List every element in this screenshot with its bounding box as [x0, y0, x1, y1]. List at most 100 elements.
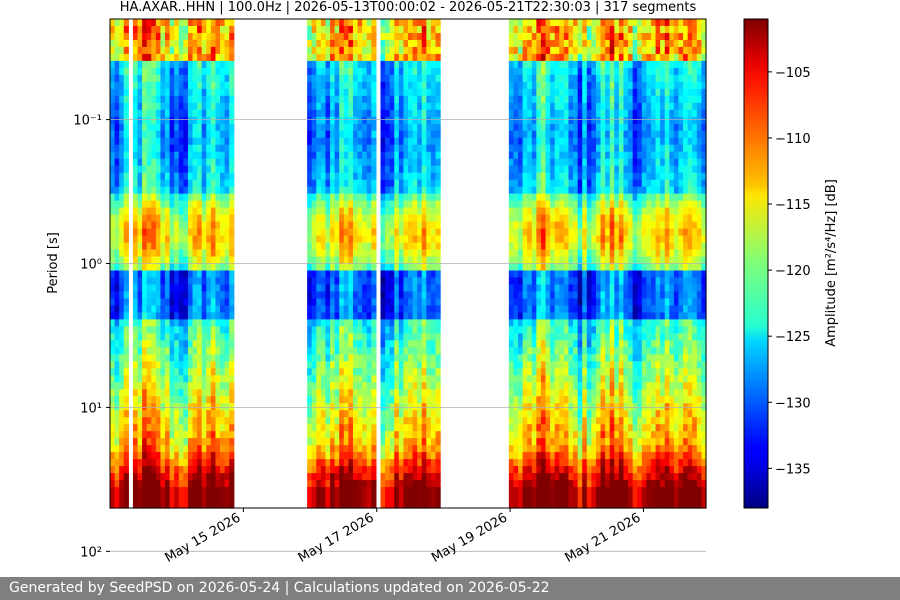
heatmap-cell — [389, 235, 395, 244]
heatmap-cell — [174, 417, 180, 425]
heatmap-cell — [119, 459, 125, 467]
heatmap-cell — [385, 368, 391, 376]
heatmap-cell — [197, 284, 203, 293]
heatmap-cell — [582, 200, 588, 209]
heatmap-cell — [123, 487, 129, 495]
heatmap-cell — [206, 116, 212, 125]
heatmap-cell — [119, 256, 125, 265]
heatmap-cell — [151, 382, 157, 390]
heatmap-cell — [316, 396, 322, 404]
heatmap-cell — [348, 109, 354, 118]
heatmap-cell — [352, 361, 359, 369]
heatmap-cell — [187, 501, 194, 509]
heatmap-cell — [531, 165, 537, 174]
heatmap-cell — [366, 193, 372, 202]
heatmap-cell — [320, 249, 327, 258]
heatmap-cell — [114, 403, 120, 411]
heatmap-cell — [339, 424, 345, 432]
heatmap-cell — [380, 221, 386, 230]
heatmap-cell — [366, 277, 372, 286]
heatmap-cell — [215, 431, 221, 439]
heatmap-cell — [187, 263, 194, 272]
heatmap-cell — [366, 431, 372, 439]
heatmap-cell — [412, 298, 418, 307]
heatmap-cell — [339, 298, 345, 307]
heatmap-cell — [343, 319, 349, 327]
heatmap-cell — [229, 53, 235, 62]
heatmap-cell — [110, 81, 116, 90]
heatmap-cell — [132, 151, 139, 160]
heatmap-cell — [550, 347, 556, 355]
heatmap-cell — [343, 151, 349, 160]
heatmap-cell — [311, 193, 317, 202]
heatmap-cell — [325, 256, 331, 265]
heatmap-cell — [554, 67, 560, 76]
heatmap-cell — [197, 270, 203, 279]
heatmap-cell — [421, 382, 427, 390]
heatmap-cell — [201, 431, 207, 439]
heatmap-cell — [389, 228, 395, 237]
heatmap-cell — [389, 424, 395, 432]
heatmap-cell — [389, 396, 395, 404]
heatmap-cell — [540, 151, 547, 160]
heatmap-cell — [339, 445, 345, 453]
heatmap-cell — [174, 39, 180, 48]
heatmap-cell — [229, 60, 235, 69]
heatmap-cell — [325, 501, 331, 509]
heatmap-cell — [224, 263, 230, 272]
heatmap-cell — [334, 263, 340, 272]
heatmap-cell — [559, 417, 565, 425]
heatmap-cell — [197, 347, 203, 355]
heatmap-cell — [536, 67, 542, 76]
heatmap-cell — [325, 144, 331, 153]
heatmap-cell — [559, 431, 565, 439]
heatmap-cell — [215, 438, 221, 446]
heatmap-cell — [330, 249, 336, 258]
heatmap-cell — [582, 235, 588, 244]
heatmap-cell — [155, 480, 162, 488]
heatmap-cell — [394, 67, 400, 76]
heatmap-cell — [417, 445, 423, 453]
heatmap-cell — [586, 158, 592, 167]
heatmap-cell — [146, 333, 152, 341]
heatmap-cell — [577, 417, 583, 425]
heatmap-cell — [573, 144, 579, 153]
heatmap-cell — [371, 256, 377, 265]
heatmap-cell — [206, 172, 212, 181]
heatmap-cell — [403, 270, 409, 279]
heatmap-cell — [389, 102, 395, 111]
heatmap-cell — [320, 207, 327, 216]
heatmap-cell — [513, 277, 519, 286]
heatmap-cell — [178, 424, 184, 432]
heatmap-cell — [545, 46, 551, 55]
heatmap-cell — [192, 242, 198, 251]
heatmap-cell — [412, 340, 418, 348]
heatmap-cell — [210, 249, 217, 258]
heatmap-cell — [573, 312, 579, 320]
heatmap-cell — [398, 221, 405, 230]
heatmap-cell — [220, 270, 226, 279]
heatmap-cell — [385, 46, 391, 55]
heatmap-cell — [165, 361, 171, 369]
heatmap-cell — [334, 494, 340, 502]
heatmap-cell — [325, 291, 331, 300]
heatmap-cell — [137, 207, 143, 216]
heatmap-cell — [187, 438, 194, 446]
heatmap-cell — [554, 123, 560, 132]
heatmap-cell — [518, 200, 524, 209]
heatmap-cell — [137, 151, 143, 160]
heatmap-cell — [325, 200, 331, 209]
heatmap-cell — [366, 291, 372, 300]
heatmap-cell — [522, 312, 528, 320]
heatmap-cell — [531, 81, 537, 90]
heatmap-cell — [206, 165, 212, 174]
heatmap-cell — [160, 277, 166, 286]
heatmap-cell — [385, 431, 391, 439]
heatmap-cell — [352, 368, 359, 376]
heatmap-cell — [540, 466, 547, 474]
heatmap-cell — [201, 32, 207, 41]
heatmap-cell — [174, 459, 180, 467]
heatmap-cell — [348, 95, 354, 104]
heatmap-cell — [417, 242, 423, 251]
heatmap-cell — [559, 109, 565, 118]
